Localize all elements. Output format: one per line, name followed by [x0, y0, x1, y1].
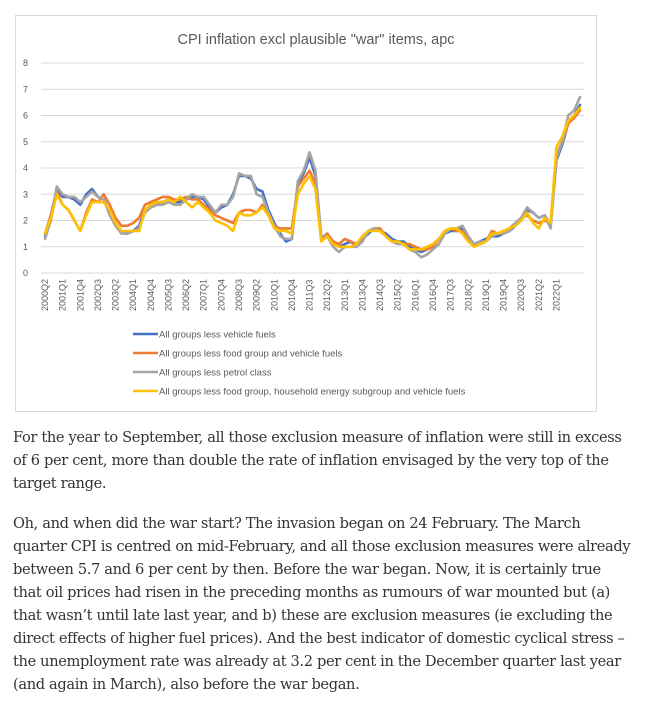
- x-tick-label: 2004Q1: [128, 279, 138, 311]
- y-tick-label: 2: [23, 216, 28, 226]
- x-tick-label: 2018Q2: [463, 279, 473, 311]
- x-tick-label: 2019Q4: [499, 279, 509, 311]
- x-tick-label: 2013Q1: [340, 279, 350, 311]
- x-tick-label: 2003Q2: [111, 279, 121, 311]
- chart-title: CPI inflation excl plausible "war" items…: [177, 32, 454, 48]
- x-tick-label: 2019Q1: [481, 279, 491, 311]
- x-tick-label: 2008Q3: [234, 279, 244, 311]
- x-tick-label: 2002Q3: [93, 279, 103, 311]
- legend-label: All groups less food group, household en…: [159, 387, 466, 398]
- x-tick-label: 2007Q1: [199, 279, 209, 311]
- y-tick-label: 0: [23, 268, 28, 278]
- x-tick-label: 2005Q3: [163, 279, 173, 311]
- x-tick-label: 2001Q4: [75, 279, 85, 311]
- paragraph-2: Oh, and when did the war start? The inva…: [13, 515, 631, 693]
- line-chart: CPI inflation excl plausible "war" items…: [23, 32, 584, 398]
- x-tick-label: 2020Q3: [516, 279, 526, 311]
- series-line-4: [43, 106, 582, 251]
- legend-label: All groups less food group and vehicle f…: [159, 349, 343, 360]
- x-tick-label: 2009Q2: [252, 279, 262, 311]
- x-tick-label: 2010Q4: [287, 279, 297, 311]
- chart-container: CPI inflation excl plausible "war" items…: [15, 15, 597, 412]
- x-tick-label: 2016Q4: [428, 279, 438, 311]
- legend: All groups less vehicle fuels All groups …: [133, 330, 466, 398]
- y-tick-label: 8: [23, 58, 28, 68]
- x-tick-label: 2017Q3: [446, 279, 456, 311]
- y-axis-ticks: 0 1 2 3 4 5 6 7 8: [23, 58, 28, 278]
- x-tick-label: 2004Q4: [146, 279, 156, 311]
- x-tick-label: 2010Q1: [269, 279, 279, 311]
- y-tick-label: 7: [23, 84, 28, 94]
- y-tick-label: 1: [23, 242, 28, 252]
- article-body: For the year to September, all those exc…: [13, 426, 633, 713]
- x-tick-label: 2012Q2: [322, 279, 332, 311]
- x-tick-label: 2015Q2: [393, 279, 403, 311]
- x-tick-label: 2001Q1: [58, 279, 68, 311]
- y-tick-label: 4: [23, 163, 28, 173]
- series-lines: [43, 95, 582, 259]
- y-tick-label: 3: [23, 189, 28, 199]
- x-tick-label: 2006Q2: [181, 279, 191, 311]
- x-tick-label: 2016Q1: [410, 279, 420, 311]
- legend-label: All groups less petrol class: [159, 368, 272, 379]
- x-tick-label: 2000Q2: [40, 279, 50, 311]
- y-tick-label: 6: [23, 111, 28, 121]
- x-tick-label: 2011Q3: [305, 280, 315, 311]
- x-tick-label: 2007Q4: [216, 279, 226, 311]
- x-tick-label: 2013Q4: [357, 279, 367, 311]
- x-tick-label: 2022Q1: [551, 279, 561, 311]
- legend-label: All groups less vehicle fuels: [159, 330, 276, 341]
- paragraph-1: For the year to September, all those exc…: [13, 429, 622, 492]
- x-axis-ticks: 2000Q2 2001Q1 2001Q4 2002Q3 2003Q2 2004Q1 2004…: [40, 279, 561, 311]
- x-tick-label: 2014Q3: [375, 279, 385, 311]
- x-tick-label: 2021Q2: [534, 279, 544, 311]
- y-tick-label: 5: [23, 137, 28, 147]
